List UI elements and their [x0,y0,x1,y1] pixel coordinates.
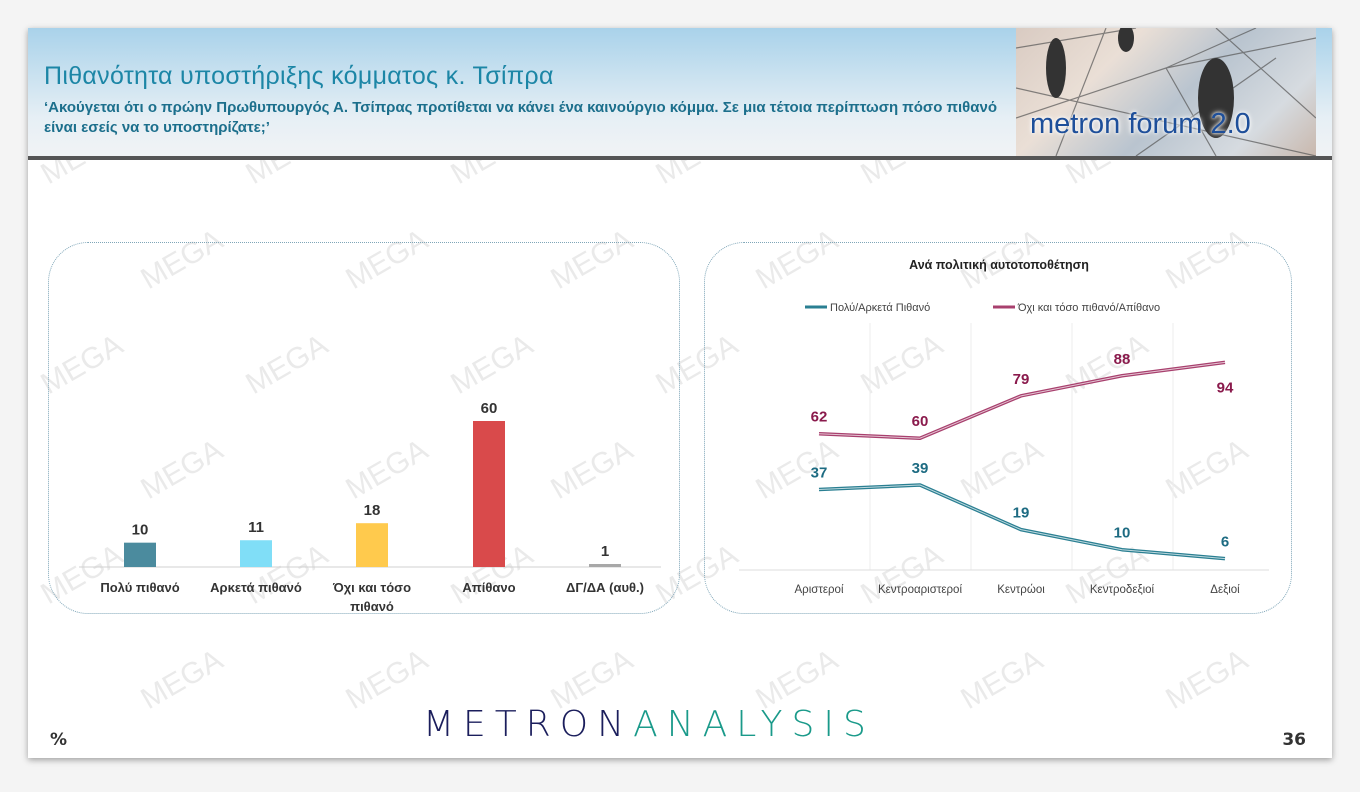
series-line-highlight [818,361,1226,439]
data-label: 94 [1217,379,1234,396]
series-line [818,483,1226,561]
bar [356,523,388,567]
legend-label: Πολύ/Αρκετά Πιθανό [830,302,930,314]
data-label: 88 [1114,351,1131,368]
category-label: Απίθανο [462,580,515,595]
forum-logo: metron forum 2.0 [1030,108,1251,140]
unit-label: % [50,730,68,750]
category-label: Κεντροδεξιοί [1090,584,1155,596]
data-label: 18 [364,502,381,519]
page-number: 36 [1282,730,1306,750]
data-label: 60 [912,413,929,430]
watermark: MEGA [1160,643,1254,716]
data-label: 62 [811,409,828,426]
bar [473,421,505,567]
slide: MEGA MEGA MEGA MEGA MEGA MEGA MEGA MEGA MEGA MEGA… [28,28,1332,758]
bar-chart-panel: 10 Πολύ πιθανό 11 Αρκετά πιθανό 18 Όχι και τό… [48,242,680,614]
data-label: 1 [601,543,609,560]
bar [240,540,272,567]
data-label: 39 [912,460,929,477]
data-label: 79 [1013,371,1030,388]
line-chart: Ανά πολιτική αυτοτοποθέτηση Πολύ/Αρκετά … [739,258,1269,596]
data-label: 10 [1114,525,1131,542]
page-title: Πιθανότητα υποστήριξης κόμματος κ. Τσίπρ… [44,62,554,90]
forum-banner-image: metron forum 2.0 [1016,28,1316,156]
category-label: Κεντροαριστεροί [878,584,962,596]
data-label: 60 [481,400,498,417]
header: Πιθανότητα υποστήριξης κόμματος κ. Τσίπρ… [28,28,1332,160]
data-label: 19 [1013,505,1030,522]
legend-label: Όχι και τόσο πιθανό/Απίθανο [1017,302,1160,314]
category-label: Όχι και τόσο πιθανό [332,580,411,614]
line-chart-panel: Ανά πολιτική αυτοτοποθέτηση Πολύ/Αρκετά … [704,242,1292,614]
data-label: 10 [132,522,149,539]
line-chart-title: Ανά πολιτική αυτοτοποθέτηση [909,258,1089,272]
data-label: 37 [811,464,828,481]
data-label: 11 [248,519,264,536]
bar [589,564,621,567]
metron-analysis-logo: METRONANALYSIS [423,704,875,745]
category-label: Δεξιοί [1210,584,1240,596]
watermark: MEGA [955,643,1049,716]
category-label: Αριστεροί [794,584,843,596]
category-label: Κεντρώοι [997,584,1045,596]
bar-chart: 10 Πολύ πιθανό 11 Αρκετά πιθανό 18 Όχι και τό… [79,400,661,614]
category-label: Πολύ πιθανό [100,580,179,595]
question-text: ‘Ακούγεται ότι ο πρώην Πρωθυπουργός Α. Τ… [44,99,998,136]
data-label: 6 [1221,534,1229,551]
category-label: Αρκετά πιθανό [210,580,302,595]
series-line-highlight [818,484,1226,560]
category-label: ΔΓ/ΔΑ (αυθ.) [566,580,644,595]
watermark: MEGA [340,643,434,716]
watermark: MEGA [135,643,229,716]
bar [124,542,156,567]
